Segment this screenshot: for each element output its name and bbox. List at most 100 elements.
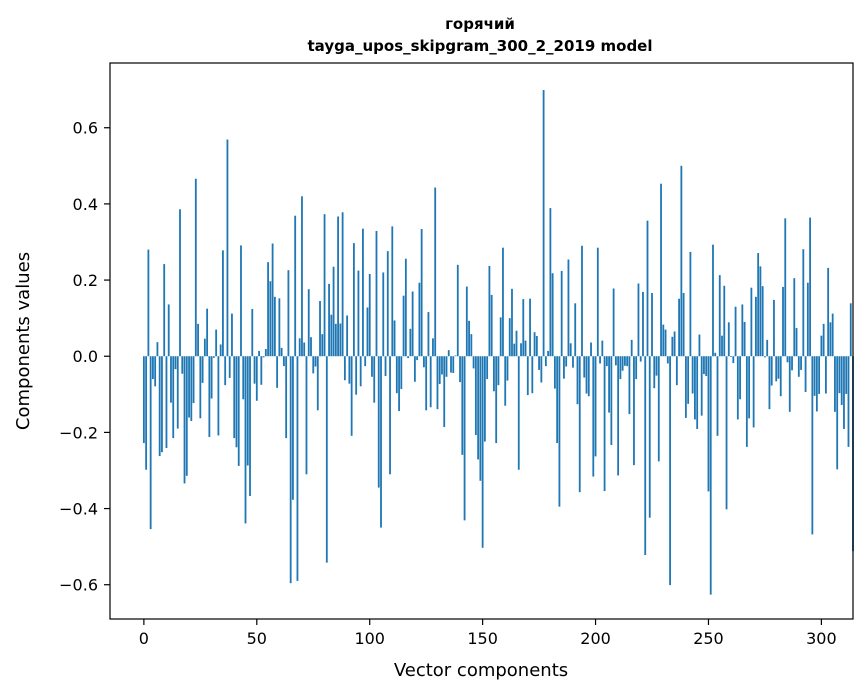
bar [818, 356, 821, 394]
bar [389, 356, 391, 475]
bar [766, 339, 769, 357]
bar [152, 356, 154, 380]
bar [782, 286, 784, 357]
bar [802, 249, 805, 357]
bar [662, 324, 665, 357]
bar [639, 356, 642, 362]
bar [732, 356, 735, 364]
bar [705, 356, 708, 377]
bar [375, 230, 378, 357]
bar [648, 356, 651, 518]
bar [605, 356, 608, 367]
bar [520, 343, 522, 357]
bar [750, 287, 753, 357]
bar [795, 328, 798, 357]
bar [398, 356, 400, 412]
bar [276, 356, 279, 388]
bar [432, 338, 434, 357]
bar [847, 356, 850, 447]
bar [741, 304, 744, 357]
bar [612, 288, 615, 357]
bar [145, 356, 148, 470]
bar [185, 356, 188, 476]
bar [362, 228, 364, 357]
bar [635, 356, 638, 380]
bar [815, 356, 818, 412]
bar [707, 356, 710, 492]
bar [508, 318, 511, 357]
bar [513, 343, 516, 357]
bar [721, 335, 723, 357]
bar [262, 356, 265, 358]
bar [497, 356, 500, 386]
bar [282, 356, 285, 367]
bar [838, 356, 841, 394]
bar [454, 355, 457, 357]
bar [190, 356, 193, 421]
bar [201, 356, 204, 383]
x-tick-label: 300 [806, 629, 837, 648]
bar [341, 212, 344, 357]
bar [176, 356, 179, 429]
bar [574, 303, 577, 357]
plot-frame [109, 62, 854, 620]
bar [714, 352, 717, 357]
bar [822, 323, 825, 357]
bar [544, 356, 547, 367]
bar [630, 339, 633, 357]
bar [463, 356, 466, 521]
bar [373, 356, 376, 403]
bar [149, 356, 152, 530]
bar [655, 356, 658, 376]
bar [161, 356, 163, 453]
bar [565, 356, 568, 367]
bar [395, 356, 398, 394]
bar [786, 356, 789, 363]
bar [779, 356, 782, 397]
bar [538, 356, 540, 370]
bar [599, 356, 601, 364]
bar [298, 338, 301, 357]
bar [804, 356, 807, 393]
bar [456, 264, 459, 357]
bar [217, 356, 220, 436]
bar [400, 356, 403, 389]
bar [386, 251, 389, 357]
bar [377, 356, 380, 488]
bar [285, 356, 288, 439]
bar-series [142, 90, 854, 595]
chart-title: горячий [445, 15, 515, 33]
bar [614, 356, 617, 366]
bar [468, 320, 470, 357]
bar [307, 289, 310, 357]
bar [592, 356, 595, 477]
bar [624, 356, 626, 366]
bar [183, 356, 186, 484]
bar [843, 356, 845, 429]
bar [581, 245, 583, 357]
y-tick-label: −0.6 [59, 576, 98, 595]
bar [438, 356, 441, 385]
bar [551, 273, 554, 357]
bar [167, 304, 170, 357]
bar [511, 288, 513, 357]
bar [700, 356, 703, 416]
bar [590, 342, 592, 357]
bar [515, 330, 518, 357]
bar [418, 282, 421, 357]
bar [637, 283, 640, 357]
bar [483, 356, 486, 442]
bar [682, 293, 685, 357]
y-tick-label: 0.6 [73, 119, 98, 138]
bar [752, 356, 755, 428]
bar [371, 356, 373, 377]
bar [212, 356, 215, 358]
bar [549, 208, 552, 357]
bar [260, 356, 263, 385]
bar [231, 313, 233, 357]
bar [219, 344, 222, 357]
bar [477, 356, 480, 460]
bar [206, 308, 209, 357]
bar [355, 356, 358, 395]
bar [165, 356, 168, 449]
